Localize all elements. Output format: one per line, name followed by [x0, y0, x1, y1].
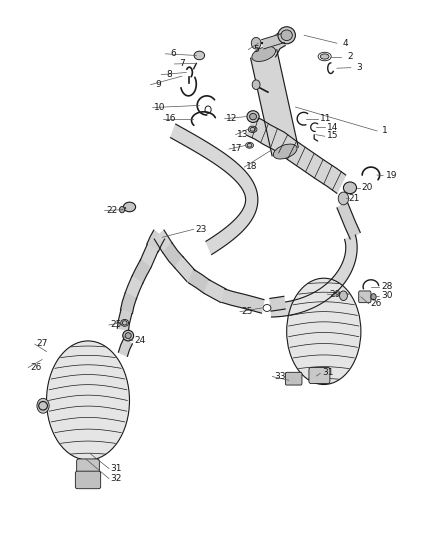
Ellipse shape [250, 114, 257, 120]
Polygon shape [204, 280, 226, 303]
Polygon shape [120, 293, 137, 313]
Ellipse shape [278, 27, 295, 44]
Text: 7: 7 [179, 59, 185, 68]
Polygon shape [140, 245, 158, 268]
Polygon shape [125, 276, 143, 299]
Polygon shape [175, 257, 195, 281]
Polygon shape [247, 116, 346, 193]
Text: 17: 17 [231, 144, 242, 153]
Polygon shape [265, 33, 285, 57]
Text: 3: 3 [356, 63, 362, 71]
Text: 11: 11 [320, 114, 332, 123]
Ellipse shape [250, 127, 255, 131]
FancyBboxPatch shape [286, 372, 302, 385]
Text: 13: 13 [237, 130, 249, 139]
Ellipse shape [343, 182, 357, 193]
Text: 16: 16 [165, 114, 177, 123]
Polygon shape [337, 202, 360, 239]
Text: 22: 22 [106, 206, 118, 215]
FancyBboxPatch shape [77, 459, 99, 477]
Text: 25: 25 [242, 307, 253, 316]
Ellipse shape [247, 143, 252, 147]
Circle shape [120, 206, 125, 213]
Polygon shape [194, 51, 205, 60]
Text: 24: 24 [135, 336, 146, 345]
Polygon shape [118, 338, 132, 357]
Text: 9: 9 [155, 79, 161, 88]
Circle shape [37, 398, 49, 413]
Text: 8: 8 [166, 70, 172, 78]
Polygon shape [222, 289, 264, 313]
Ellipse shape [122, 321, 127, 325]
Text: 19: 19 [386, 171, 397, 180]
Ellipse shape [320, 54, 329, 59]
Ellipse shape [125, 333, 131, 338]
Text: 25: 25 [111, 320, 122, 329]
Polygon shape [117, 310, 132, 330]
Text: 31: 31 [111, 464, 122, 473]
Ellipse shape [46, 341, 130, 460]
Text: 15: 15 [327, 131, 338, 140]
Text: 26: 26 [371, 299, 382, 308]
Circle shape [252, 80, 260, 90]
Text: 2: 2 [347, 52, 353, 61]
Text: 31: 31 [322, 368, 334, 377]
Text: 1: 1 [382, 126, 388, 135]
Ellipse shape [247, 111, 259, 123]
Text: 18: 18 [246, 162, 258, 171]
FancyBboxPatch shape [75, 471, 101, 489]
Polygon shape [147, 230, 165, 252]
Polygon shape [270, 296, 285, 311]
Circle shape [338, 192, 349, 205]
Text: 5: 5 [253, 45, 259, 54]
Text: 6: 6 [170, 50, 176, 58]
Ellipse shape [287, 278, 361, 384]
FancyBboxPatch shape [359, 291, 371, 303]
Polygon shape [188, 270, 210, 293]
Text: 30: 30 [381, 291, 393, 300]
Text: 23: 23 [196, 225, 207, 234]
Circle shape [371, 294, 376, 300]
Circle shape [251, 37, 261, 49]
Text: 28: 28 [381, 282, 393, 291]
Text: 12: 12 [226, 114, 238, 123]
Circle shape [339, 291, 347, 301]
Ellipse shape [252, 46, 276, 61]
Ellipse shape [273, 144, 297, 159]
Text: 10: 10 [154, 102, 166, 111]
Text: 20: 20 [362, 183, 373, 192]
Text: 21: 21 [349, 194, 360, 203]
Ellipse shape [123, 330, 134, 341]
Text: 27: 27 [36, 339, 48, 348]
Ellipse shape [124, 202, 136, 212]
Polygon shape [163, 243, 183, 268]
Polygon shape [154, 230, 172, 253]
Polygon shape [171, 124, 258, 254]
Text: 14: 14 [327, 123, 338, 132]
Text: 4: 4 [343, 39, 349, 48]
Polygon shape [271, 235, 357, 317]
Polygon shape [251, 50, 298, 156]
Text: 33: 33 [274, 372, 286, 381]
FancyBboxPatch shape [309, 368, 330, 383]
Text: 32: 32 [111, 474, 122, 482]
Text: 29: 29 [329, 289, 340, 298]
Text: 26: 26 [30, 363, 41, 372]
Polygon shape [262, 33, 285, 49]
Polygon shape [132, 260, 151, 284]
Ellipse shape [281, 30, 292, 41]
